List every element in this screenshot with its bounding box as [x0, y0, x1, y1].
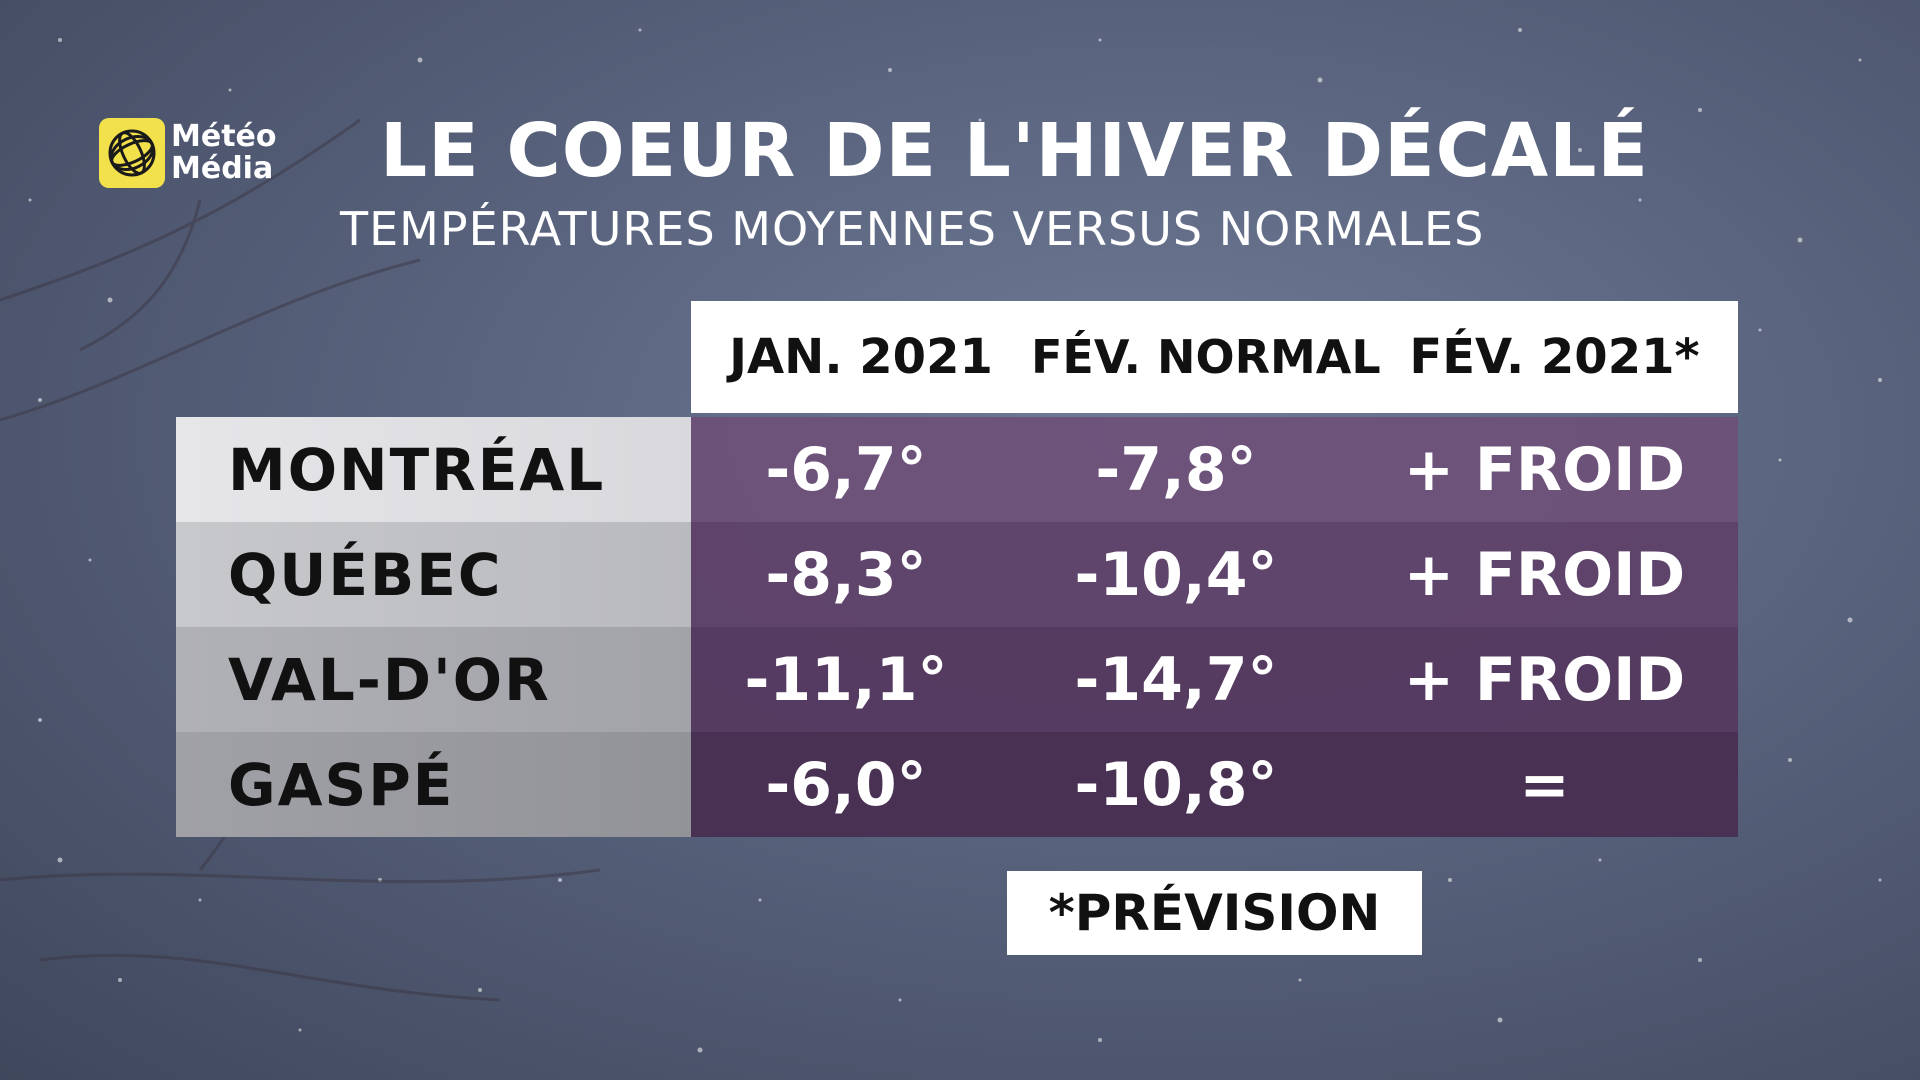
temperature-table: MONTRÉAL -6,7° -7,8° + FROID QUÉBEC -8,3…: [176, 417, 1738, 837]
row-values: -6,0° -10,8° =: [691, 732, 1738, 837]
header-jan-2021: JAN. 2021: [729, 329, 993, 385]
meteomedia-logo: Météo Média: [99, 118, 277, 188]
forecast-value: =: [1519, 749, 1570, 820]
table-row: GASPÉ -6,0° -10,8° =: [176, 732, 1738, 837]
jan-value: -6,0°: [765, 749, 927, 820]
normal-value: -10,4°: [1074, 539, 1278, 610]
forecast-footnote: *PRÉVISION: [1007, 871, 1422, 955]
city-name: GASPÉ: [176, 732, 691, 837]
normal-value: -7,8°: [1095, 434, 1257, 505]
normal-value: -14,7°: [1074, 644, 1278, 715]
city-name: QUÉBEC: [176, 522, 691, 627]
table-row: QUÉBEC -8,3° -10,4° + FROID: [176, 522, 1738, 627]
city-name: VAL-D'OR: [176, 627, 691, 732]
table-row: VAL-D'OR -11,1° -14,7° + FROID: [176, 627, 1738, 732]
forecast-value: + FROID: [1403, 539, 1686, 610]
page-subtitle: TEMPÉRATURES MOYENNES VERSUS NORMALES: [340, 202, 1485, 256]
row-values: -6,7° -7,8° + FROID: [691, 417, 1738, 522]
row-values: -8,3° -10,4° + FROID: [691, 522, 1738, 627]
page-title: LE COEUR DE L'HIVER DÉCALÉ: [380, 108, 1649, 194]
logo-wordmark: Météo Média: [171, 121, 277, 185]
jan-value: -8,3°: [765, 539, 927, 610]
table-row: MONTRÉAL -6,7° -7,8° + FROID: [176, 417, 1738, 522]
header-fev-normal: FÉV. NORMAL: [1031, 330, 1381, 384]
normal-value: -10,8°: [1074, 749, 1278, 820]
logo-line-2: Média: [171, 151, 274, 186]
globe-logo-icon: [99, 118, 165, 188]
header-fev-2021: FÉV. 2021*: [1409, 329, 1700, 385]
jan-value: -11,1°: [744, 644, 948, 715]
forecast-value: + FROID: [1403, 434, 1686, 505]
row-values: -11,1° -14,7° + FROID: [691, 627, 1738, 732]
forecast-value: + FROID: [1403, 644, 1686, 715]
logo-line-1: Météo: [171, 119, 277, 154]
jan-value: -6,7°: [765, 434, 927, 505]
table-header: JAN. 2021 FÉV. NORMAL FÉV. 2021*: [691, 301, 1738, 413]
city-name: MONTRÉAL: [176, 417, 691, 522]
